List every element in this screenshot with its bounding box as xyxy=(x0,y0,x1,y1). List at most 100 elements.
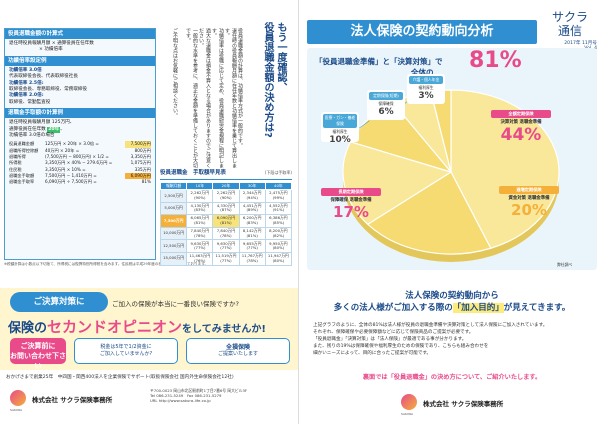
logo-wordmark: SAKURA xyxy=(10,408,23,412)
merit-rate-value: 功績倍率 3.0倍 xyxy=(9,67,42,73)
example-line-2: 通算役員在任年数 20年、 xyxy=(9,126,151,134)
merit-rate-item: 功績倍率 3.0倍 代表取締役会長、代表取締役社長 xyxy=(9,68,151,81)
rate-table-title: 役員退職金 手取額早見表 (下段は手取率) xyxy=(160,168,292,180)
pie-label-purpose: 保障確保 退職金準備 xyxy=(330,198,372,203)
rate-table: 報酬月額 10年 20年 30年 40年 2,500万円 2,262万円 (90%) 2,26… xyxy=(159,182,293,266)
cell-rate: (77%) xyxy=(246,245,258,251)
rate-table-row-header: 15,000万円 xyxy=(159,251,188,266)
contact-callout: ご決算前に お問い合わせ下さい xyxy=(10,338,66,370)
pie-slice xyxy=(366,171,492,255)
cell-amount: 9,950万円 xyxy=(269,240,288,246)
formula-heading: 役員退職金額の計算式 xyxy=(5,29,155,39)
pie-label-value: 17% xyxy=(333,203,369,221)
cell-rate: (81%) xyxy=(246,232,258,238)
rate-table-cell: 2,344万円 (94%) xyxy=(238,189,266,203)
calc-row: 退職所得 (7,500万円 − 800万円) × 1/2 = 3,350万円 xyxy=(9,154,151,160)
rate-table-column-header: 20年 xyxy=(212,182,240,190)
rate-table-subtitle: (下段は手取率) xyxy=(264,170,292,175)
right-page: 法人保険の契約動向分析 サクラ 通信 2017年 11月号 Vol. 4 株式会… xyxy=(301,0,600,424)
section-subtitle-line-1: 法人保険の契約動向から xyxy=(405,291,499,301)
pie-chart xyxy=(339,89,560,262)
pie-label-value: 44% xyxy=(500,125,542,145)
calc-row-label: 役員退職金額 xyxy=(9,141,35,147)
rate-table-cell: 9,630万円 (77%) xyxy=(186,239,214,253)
tenure-highlight: 20年 xyxy=(47,126,61,134)
phone-line: Tel 086-231-5249 Fax 086-231-5279 xyxy=(150,393,222,399)
cell-amount: 6,065万円 xyxy=(190,215,210,221)
cell-rate: (83%) xyxy=(194,207,206,213)
calc-row-label: 所得税 xyxy=(9,160,22,166)
section-title: もう一度確認、 役員退職金額の決め方は? xyxy=(246,22,286,172)
calc-row: 退職金手取率 6,090万円 ÷ 7,500万円 = 81% xyxy=(9,179,151,185)
subtitle-emphasis: 「加入目的」 xyxy=(452,303,504,313)
calc-row-label: 退職金手取額 xyxy=(9,172,35,178)
company-address: 〒700-0023 岡山市北区駅前町1丁目7番6号 岡大ビル3F Tel 086… xyxy=(150,388,296,404)
merit-rate-value: 功績倍率 2.5倍: xyxy=(9,80,44,86)
cell-amount: 6,090万円 xyxy=(216,215,236,221)
cell-amount: 4,451万円 xyxy=(242,202,262,208)
calc-row-result: 7,500万円 xyxy=(125,141,151,148)
left-footer: SAKURA 株式会社 サクラ保険事務所 〒700-0023 岡山市北区駅前町1… xyxy=(0,384,298,420)
merit-rate-roles: 取締役、常勤監査役 xyxy=(9,99,51,105)
calculation-box: 役員退職金額の計算式 退任時役員報酬月額 × 通算役員在任年数 × 功績倍率 功… xyxy=(4,28,156,260)
rate-table-column-header: 40年 xyxy=(264,182,293,190)
calc-row-formula: 40万円 × 20年 = xyxy=(45,147,80,153)
calc-row-label: 退職所得控除額 xyxy=(9,147,39,153)
example-heading: 退職金手取額の計算例 xyxy=(5,108,155,119)
cell-rate: (81%) xyxy=(194,219,206,225)
calc-row-formula: 7,500万円 − 1,410万円 = xyxy=(45,172,97,178)
example-line-1: 退任時役員報酬月額 125万円、 xyxy=(9,120,75,126)
calc-row: 退職金手取額 7,500万円 − 1,410万円 = 6,090万円 xyxy=(9,172,151,180)
cell-rate: (90%) xyxy=(220,194,232,200)
rate-table-cell: 4,451万円 (89%) xyxy=(238,201,266,216)
cell-amount: 7,840万円 xyxy=(216,227,236,233)
banner-headline-a: 保険の xyxy=(8,321,48,336)
tenure-label: 通算役員在任年数 xyxy=(9,126,46,132)
rate-table-cell: 8,142万円 (81%) xyxy=(238,226,266,241)
cell-amount: 11,947万円 xyxy=(267,253,289,259)
pie-label: 全額定期保険 決算対策 退職金準備 44% xyxy=(491,110,551,145)
calc-row-label: 退職金手取率 xyxy=(9,179,35,185)
contact-callout-line-1: ご決算前に xyxy=(20,342,56,350)
rate-table-row-header: 10,000万円 xyxy=(159,226,188,241)
chart-headline-a: 「役員退職金準備」と「決算対策」で xyxy=(315,57,443,66)
intro-column: ご不明な点はお気軽にご相談ください。 xyxy=(172,28,178,118)
pie-label-purpose: 資金対策 退職金準備 xyxy=(508,196,550,201)
cell-rate: (81%) xyxy=(220,219,232,225)
pie-label-purpose: 福利厚生 xyxy=(418,85,434,90)
chart-headline: 「役員退職金準備」と「決算対策」で 全体の xyxy=(315,56,443,78)
cell-amount: 4,552万円 xyxy=(269,202,288,208)
rate-table-cell: 11,767万円 (78%) xyxy=(238,251,266,266)
pie-callout: 介護・個人年金 福利厚生 3% xyxy=(407,74,445,104)
subtitle-part-c: が見えてきます。 xyxy=(503,303,571,313)
logo-wordmark: SAKURA xyxy=(401,412,414,416)
calc-row-formula: (7,500万円 − 800万円) × 1/2 = xyxy=(45,154,109,160)
pie-slice xyxy=(450,89,560,249)
pie-label-category: 逓増定期保険 xyxy=(499,186,559,194)
cell-rate: (76%) xyxy=(194,257,206,263)
rate-table-cell: 2,262万円 (90%) xyxy=(186,189,214,203)
merit-rate-roles: 代表取締役会長、代表取締役社長 xyxy=(9,74,78,80)
calculation-rows: 役員退職金額 125万円 × 20年 × 3.0倍 = 7,500万円 退職所得控除額… xyxy=(9,141,151,185)
company-name: 株式会社 サクラ保険事務所 xyxy=(423,400,504,408)
intro-column: 役員退職金額の計算は、功績倍率方式が一般的です。 xyxy=(237,28,243,148)
rate-table-row-header: 7,500万円 xyxy=(159,214,188,228)
formula-line-1: 退任時役員報酬月額 × 通算役員在任年数 xyxy=(9,41,94,46)
rate-table-cell: 2,475万円 (99%) xyxy=(264,189,293,203)
cell-rate: (85%) xyxy=(272,219,285,225)
cell-amount: 11,463万円 xyxy=(189,253,211,259)
rate-table-cell: 6,065万円 (81%) xyxy=(186,214,214,228)
sakura-logo-icon xyxy=(401,394,417,410)
rate-table-row: 7,500万円 6,065万円 (81%) 6,090万円 (81%) 6,200万円 (8… xyxy=(159,214,293,228)
cell-rate: (78%) xyxy=(246,257,258,263)
pie-slice xyxy=(342,141,453,226)
calc-row-label: 住民税 xyxy=(9,166,22,172)
tax-tip-line-2: ご加入していませんか? xyxy=(99,351,153,357)
body-line: また、残りの19%は保障確保や福利厚生のための保険であり、こちらも組み合わせを xyxy=(313,344,489,349)
pie-label-purpose: 福利厚生 xyxy=(332,129,348,134)
example-line-3: 功績倍率 3.0倍の場合 xyxy=(9,133,55,139)
calc-row-result: 800万円 xyxy=(134,147,151,153)
body-line: 上記グラフのように、全体の81%は法人様が役員の退職金準備や決算対策として法人保… xyxy=(313,323,548,328)
cell-amount: 2,262万円 xyxy=(216,190,236,196)
